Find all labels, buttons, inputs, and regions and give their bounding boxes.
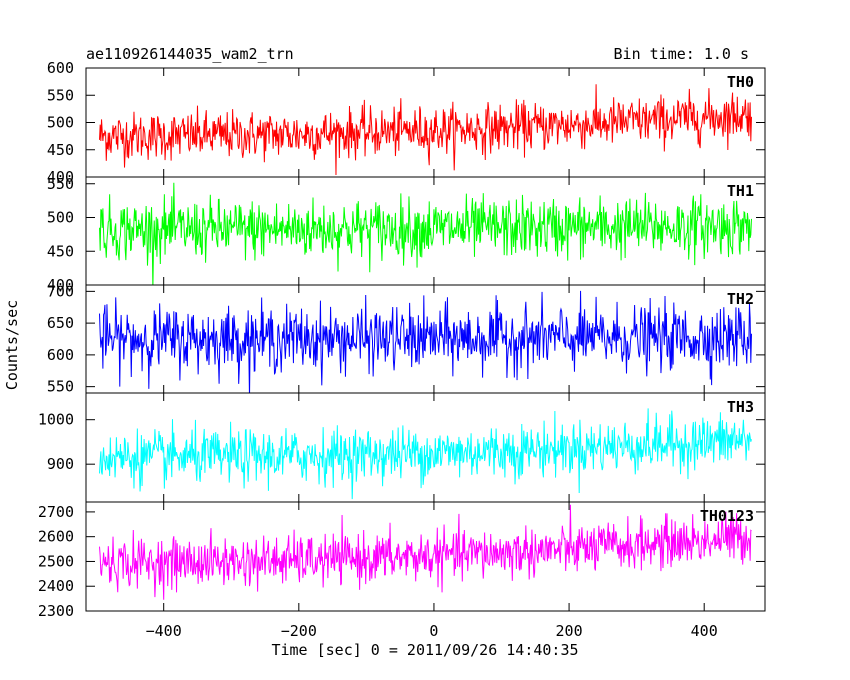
panel-th0: 400 450 500 550 600 TH0 — [47, 59, 766, 186]
y-tick-label: 2700 — [38, 503, 74, 521]
y-tick-label: 600 — [47, 59, 74, 77]
panel-label-th0123: TH0123 — [700, 507, 754, 525]
series-th1-line — [99, 182, 752, 285]
panel-frame — [85, 501, 766, 612]
panel-th3: 900 1000 TH3 — [38, 392, 766, 503]
y-tick-label: 2500 — [38, 552, 74, 570]
series-th0-line — [99, 84, 752, 175]
y-tick-label: 500 — [47, 114, 74, 132]
panels-group: 400 450 500 550 600 TH0 400 450 500 550 TH1 550 600 6… — [38, 59, 766, 620]
y-axis-label: Counts/sec — [3, 300, 21, 390]
y-tick-label: 550 — [47, 86, 74, 104]
panel-label-th1: TH1 — [727, 182, 754, 200]
series-th2-line — [99, 290, 752, 393]
y-tick-label: 900 — [47, 455, 74, 473]
panel-label-th0: TH0 — [727, 73, 754, 91]
panel-th2: 550 600 650 700 TH2 — [47, 282, 766, 396]
series-th0123-line — [99, 504, 752, 600]
x-axis-label: Time [sec] 0 = 2011/09/26 14:40:35 — [271, 641, 578, 659]
y-tick-label: 600 — [47, 346, 74, 364]
x-tick-label: −400 — [146, 622, 182, 640]
y-tick-label: 2400 — [38, 577, 74, 595]
x-tick-label: −200 — [281, 622, 317, 640]
x-tick-label: 0 — [429, 622, 438, 640]
y-tick-label: 450 — [47, 141, 74, 159]
bin-time-label: Bin time: 1.0 s — [613, 45, 749, 63]
y-tick-label: 450 — [47, 242, 74, 260]
y-tick-label: 550 — [47, 175, 74, 193]
x-tick-label: 400 — [691, 622, 718, 640]
y-tick-label: 2300 — [38, 602, 74, 620]
y-tick-label: 2600 — [38, 528, 74, 546]
x-tick-label: 200 — [556, 622, 583, 640]
y-tick-label: 400 — [47, 276, 74, 294]
series-th3-line — [99, 408, 752, 500]
panel-th1: 400 450 500 550 TH1 — [47, 175, 766, 294]
x-axis: −400 −200 0 200 400 — [146, 622, 718, 640]
y-tick-label: 400 — [47, 168, 74, 186]
panel-label-th3: TH3 — [727, 398, 754, 416]
y-tick-label: 500 — [47, 209, 74, 227]
panel-th0123: 2300 2400 2500 2600 2700 TH0123 — [38, 501, 766, 620]
y-tick-label: 550 — [47, 378, 74, 396]
y-tick-label: 1000 — [38, 411, 74, 429]
y-tick-label: 700 — [47, 282, 74, 300]
y-tick-label: 650 — [47, 314, 74, 332]
panel-label-th2: TH2 — [727, 290, 754, 308]
chart-title: ae110926144035_wam2_trn — [86, 45, 294, 63]
